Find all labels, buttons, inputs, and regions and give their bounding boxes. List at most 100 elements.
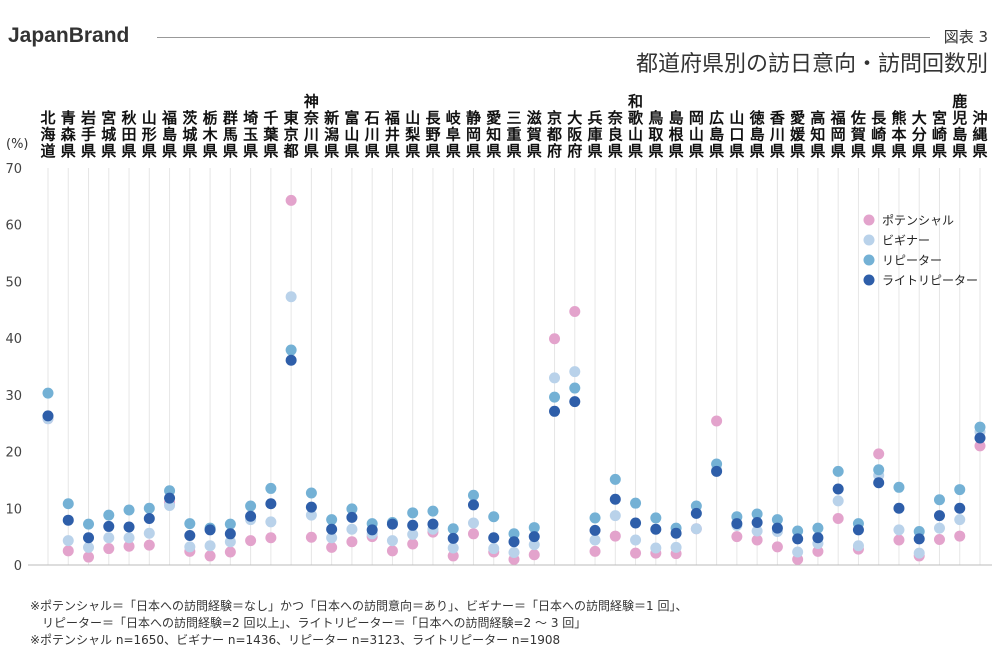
data-point <box>771 522 783 534</box>
data-point <box>954 514 966 526</box>
data-point <box>913 547 925 559</box>
y-tick-label: 40 <box>5 332 22 347</box>
data-point <box>873 464 885 476</box>
figure-number: 図表 3 <box>943 28 988 46</box>
data-point <box>569 396 581 408</box>
chart-title: 都道府県別の訪日意向・訪問回数別 <box>635 52 988 77</box>
data-point <box>467 528 479 540</box>
data-point <box>549 372 561 384</box>
category-label: 滋賀県 <box>526 109 542 160</box>
data-point <box>407 528 419 540</box>
category-label: 山口県 <box>729 109 744 160</box>
category-label: 山形県 <box>142 109 157 160</box>
data-point <box>224 536 236 548</box>
category-label: 静岡県 <box>466 109 481 160</box>
data-point <box>224 546 236 558</box>
category-label: 群馬県 <box>223 109 238 160</box>
data-point <box>832 512 844 524</box>
category-label: 石川県 <box>364 109 380 160</box>
data-point <box>792 546 804 558</box>
category-label: 愛媛県 <box>789 109 806 160</box>
footnote-3: ※ポテンシャル n=1650、ビギナー n=1436、リピーター n=3123、… <box>30 633 561 647</box>
data-point <box>751 508 763 520</box>
category-label: 山梨県 <box>404 109 420 160</box>
data-point <box>143 512 155 524</box>
data-point <box>184 518 196 530</box>
legend-label: ビギナー <box>882 234 930 248</box>
data-point <box>305 487 317 499</box>
data-point <box>265 482 277 494</box>
data-point <box>305 531 317 543</box>
data-point <box>933 522 945 534</box>
data-point <box>873 448 885 460</box>
y-tick-label: 30 <box>5 389 22 404</box>
data-point <box>62 514 74 526</box>
category-label: 三重県 <box>506 109 521 160</box>
data-point <box>893 502 905 514</box>
category-label: 神奈川県 <box>303 93 320 161</box>
data-point <box>771 541 783 553</box>
data-point <box>467 517 479 529</box>
data-point <box>143 502 155 514</box>
data-point <box>954 502 966 514</box>
category-label: 青森県 <box>61 109 77 160</box>
data-point <box>508 528 520 540</box>
data-point <box>62 498 74 510</box>
category-label: 広島県 <box>709 109 724 160</box>
category-label: 香川県 <box>769 109 785 160</box>
data-point <box>305 501 317 513</box>
data-point <box>123 521 135 533</box>
footnote-2: リピーター＝「日本への訪問経験=2 回以上」、ライトリピーター＝「日本への訪問経… <box>30 616 587 630</box>
data-point <box>245 510 257 522</box>
category-label: 和歌山県 <box>628 93 644 161</box>
data-point <box>731 531 743 543</box>
category-label: 福岡県 <box>830 109 846 160</box>
data-point <box>792 533 804 545</box>
data-point <box>467 489 479 501</box>
data-point <box>427 505 439 517</box>
data-point <box>123 532 135 544</box>
data-point <box>427 518 439 530</box>
data-point <box>569 366 581 378</box>
category-label: 愛知県 <box>486 109 501 160</box>
data-point <box>589 524 601 536</box>
category-label: 新潟県 <box>324 109 339 160</box>
data-point <box>346 523 358 535</box>
header-rule <box>157 37 930 38</box>
data-point <box>650 512 662 524</box>
data-point <box>447 532 459 544</box>
data-point <box>933 494 945 506</box>
data-point <box>893 524 905 536</box>
data-point <box>812 522 824 534</box>
category-label: 長野県 <box>425 109 441 160</box>
data-point <box>204 550 216 562</box>
data-point <box>285 344 297 356</box>
data-point <box>670 527 682 539</box>
category-label: 大分県 <box>912 109 927 160</box>
data-point <box>609 510 621 522</box>
data-point <box>528 539 540 551</box>
category-label: 京都府 <box>546 109 562 160</box>
data-point <box>771 514 783 526</box>
data-point <box>690 523 702 535</box>
data-point <box>407 519 419 531</box>
data-point <box>103 532 115 544</box>
data-point <box>386 545 398 557</box>
data-point <box>650 523 662 535</box>
data-point <box>447 542 459 554</box>
data-point <box>569 382 581 394</box>
category-label: 大阪府 <box>567 109 583 160</box>
category-label: 岡山県 <box>689 109 704 160</box>
data-point <box>224 518 236 530</box>
scatter-chart: (%) 0 10 20 30 40 50 60 70 北海道青森県岩手県宮城県秋田県山形県福島県茨… <box>5 93 992 574</box>
data-point <box>204 540 216 552</box>
data-point <box>245 535 257 547</box>
category-label: 岩手県 <box>80 109 96 160</box>
legend-marker <box>863 274 875 286</box>
brand-logo: JapanBrand <box>8 24 130 47</box>
data-point <box>305 509 317 521</box>
data-point <box>204 524 216 536</box>
legend-label: ポテンシャル <box>882 214 954 228</box>
data-point <box>832 495 844 507</box>
category-label: 岐阜県 <box>446 109 462 160</box>
